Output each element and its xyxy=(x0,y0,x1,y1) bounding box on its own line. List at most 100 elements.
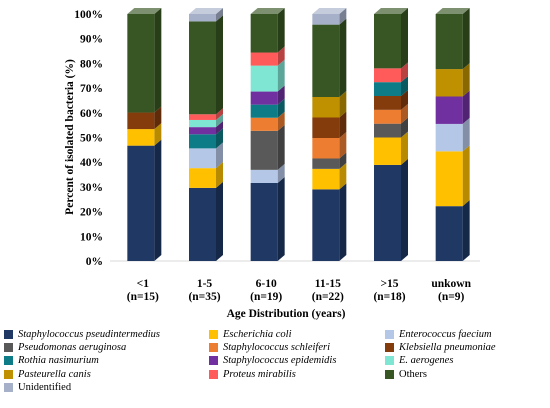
bar-segment xyxy=(189,8,223,22)
bar-segment xyxy=(435,63,470,97)
bar-segment-front xyxy=(250,130,278,170)
bar-segment-front xyxy=(435,96,463,124)
bar-segment-front xyxy=(374,14,401,69)
bar-segment xyxy=(374,62,408,83)
bar-segment-front xyxy=(189,134,216,149)
bar-segment xyxy=(250,8,285,53)
bar-segment xyxy=(312,183,347,261)
bar-stack xyxy=(312,8,347,261)
y-tick-label: 20% xyxy=(80,207,103,219)
bar-segment-front xyxy=(189,168,216,188)
y-tick-label: 0% xyxy=(86,256,103,268)
bar-stack xyxy=(189,8,223,261)
bar-segment-side xyxy=(216,162,223,188)
x-axis-ticks: <1(n=15) 1-5(n=35) 6-10(n=19) 11-15(n=22) >1… xyxy=(127,278,472,303)
legend-item: Unidentified xyxy=(4,381,71,395)
x-tick-count: (n=22) xyxy=(312,291,344,303)
bar-stack xyxy=(435,8,470,261)
bar-segment-front xyxy=(250,182,278,261)
legend-swatch xyxy=(4,329,13,339)
legend-swatch xyxy=(4,383,13,393)
bar-segment xyxy=(312,152,347,169)
bar-stack xyxy=(250,8,285,261)
bar-segment-side xyxy=(277,46,285,66)
bar-segment xyxy=(374,131,408,165)
bar-segment-side xyxy=(462,145,470,207)
bar-segment-front xyxy=(189,127,216,135)
x-tick-count: (n=18) xyxy=(373,291,405,303)
bar-segment xyxy=(312,131,347,159)
bar-segment-side xyxy=(462,8,470,70)
bar-segment-front xyxy=(312,158,340,169)
bar-segment-front xyxy=(250,91,278,105)
bar-segment-side xyxy=(216,121,223,135)
legend-item: Enterococcus faecium xyxy=(385,327,492,341)
legend-label: Others xyxy=(399,368,427,380)
bar-segment-front xyxy=(312,137,340,159)
bar-segment-front xyxy=(250,65,278,92)
bar-segment-side xyxy=(339,162,347,190)
legend-swatch xyxy=(4,342,13,352)
x-tick-label: <1 xyxy=(137,278,150,290)
bar-segment-side xyxy=(277,85,285,105)
bar-segment-front xyxy=(250,14,278,53)
bar-segment-front xyxy=(374,137,401,165)
bar-segment-front xyxy=(189,14,216,22)
x-tick-label: >15 xyxy=(380,278,398,290)
bar-segment-front xyxy=(127,145,155,261)
legend-item: Pasteurella canis xyxy=(4,367,91,381)
legend-label: Staphylococcus epidemidis xyxy=(223,355,337,367)
bar-segment-front xyxy=(312,96,340,118)
bar-segment xyxy=(312,162,347,190)
legend-label: Klebsiella pneumoniae xyxy=(399,341,496,353)
bar-segment xyxy=(250,176,285,261)
bar-segment-side xyxy=(401,117,408,138)
legend-label: E. aerogenes xyxy=(399,355,454,367)
bar-segment-front xyxy=(189,119,216,128)
bar-segment-side xyxy=(216,15,223,115)
bar-segment-front xyxy=(312,117,340,138)
bar-segment-side xyxy=(339,111,347,138)
bar-segment-front xyxy=(127,112,155,130)
bar-segment xyxy=(189,162,223,188)
bar-segment-front xyxy=(374,96,401,110)
x-tick-label: 6-10 xyxy=(256,278,277,290)
bar-segment xyxy=(435,8,470,70)
bar-segment-side xyxy=(277,176,285,261)
bar-segment-front xyxy=(312,189,340,261)
legend-swatch xyxy=(385,329,394,339)
legend-item: Proteus mirabilis xyxy=(209,367,296,381)
bar-segment-side xyxy=(339,8,347,25)
legend-label: Escherichia coli xyxy=(223,328,292,340)
legend-item: Staphylococcus epidemidis xyxy=(209,354,336,368)
y-tick-label: 10% xyxy=(80,231,103,243)
legend-item: Klebsiella pneumoniae xyxy=(385,340,496,354)
bar-segment xyxy=(189,108,223,120)
legend-label: Unidentified xyxy=(18,382,72,394)
legend-label: Proteus mirabilis xyxy=(223,368,296,380)
bar-segment-front xyxy=(312,168,340,190)
bar-segment-side xyxy=(462,63,470,97)
legend-item: Pseudomonas aeruginosa xyxy=(4,340,126,354)
legend-swatch xyxy=(4,369,13,379)
bar-segment-front xyxy=(189,148,216,169)
bar-segment-side xyxy=(277,111,285,131)
legend-label: Rothia nasimurium xyxy=(18,355,99,367)
y-axis-title: Percent of isolated bacteria (%) xyxy=(64,59,76,215)
bar-segment-front xyxy=(374,68,401,83)
y-tick-label: 70% xyxy=(80,83,103,95)
bar-segment-side xyxy=(277,59,285,92)
bar-segment-side xyxy=(216,128,223,149)
bar-segment-side xyxy=(154,139,162,261)
legend-item: Escherichia coli xyxy=(209,327,292,341)
bar-segment-front xyxy=(435,69,463,97)
y-axis-ticks: 0% 10% 20% 30% 40% 50% 60% 70% 80% 90% 100% xyxy=(74,9,103,268)
bar-segment-side xyxy=(401,62,408,83)
y-tick-label: 40% xyxy=(80,157,103,169)
legend-swatch xyxy=(4,356,13,366)
bar-segment-front xyxy=(250,117,278,131)
bar-segment-front xyxy=(374,164,401,261)
bar-segment-side xyxy=(277,163,285,183)
legend-swatch xyxy=(209,369,218,379)
bar-segment xyxy=(189,128,223,149)
